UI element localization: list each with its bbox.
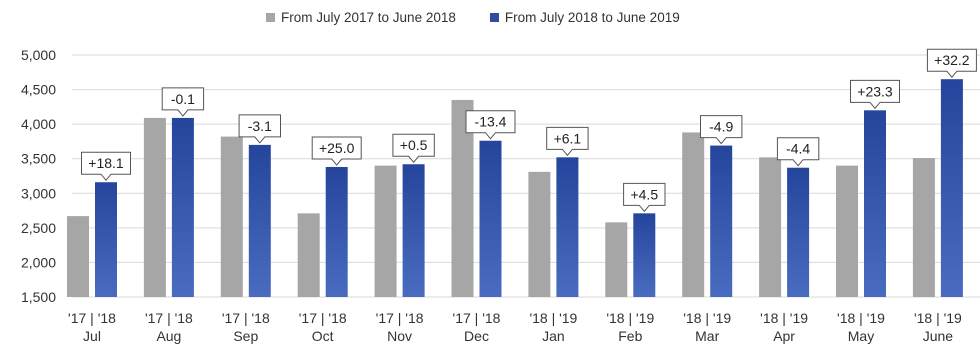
change-callout-box: [161, 87, 205, 117]
x-tick-month-label: Oct: [312, 328, 334, 344]
x-tick-month-label: Nov: [387, 328, 412, 344]
x-tick-year-label: '18 | '19: [683, 310, 731, 326]
bar-series-2: [940, 79, 963, 297]
change-callout-label: -3.1: [248, 118, 272, 134]
change-callout-box: [81, 151, 131, 182]
change-callout-label: +25.0: [319, 140, 355, 156]
bar-series-2: [787, 167, 810, 297]
y-tick-label: 2,000: [21, 254, 56, 270]
bar-series-1: [605, 222, 628, 297]
bar-series-1: [682, 132, 705, 297]
y-tick-label: 3,500: [21, 151, 56, 167]
bar-series-2: [171, 117, 194, 297]
y-tick-label: 4,000: [21, 116, 56, 132]
bar-series-2: [556, 157, 579, 297]
change-callout-box: [926, 48, 977, 78]
legend-label-series-1: From July 2017 to June 2018: [281, 10, 456, 25]
x-tick-month-label: Aug: [156, 328, 181, 344]
change-callout-box: [392, 133, 435, 164]
x-tick-year-label: '18 | '19: [606, 310, 654, 326]
y-tick-label: 2,500: [21, 220, 56, 236]
change-callout-box: [311, 136, 362, 166]
change-callout-box: [623, 182, 666, 213]
bar-series-2: [710, 145, 733, 297]
change-callout-label: -13.4: [475, 114, 507, 130]
x-tick-month-label: Jan: [542, 328, 565, 344]
x-tick-year-label: '17 | '18: [299, 310, 347, 326]
y-tick-label: 3,000: [21, 185, 56, 201]
x-tick-year-label: '17 | '18: [68, 310, 116, 326]
bar-series-1: [220, 136, 243, 297]
bar-series-1: [67, 216, 89, 297]
x-tick-year-label: '18 | '19: [837, 310, 885, 326]
legend-swatch-series-1: [266, 13, 275, 22]
bar-series-2: [248, 144, 271, 297]
y-tick-label: 4,500: [21, 82, 56, 98]
legend-label-series-2: From July 2018 to June 2019: [504, 10, 680, 25]
x-tick-month-label: Sep: [233, 328, 258, 344]
bar-series-2: [325, 167, 348, 297]
x-tick-year-label: '17 | '18: [453, 310, 501, 326]
y-axis-ticks: 1,500 2,000 2,500 3,000 3,500 4,000 4,500 5,000: [21, 47, 56, 305]
y-tick-label: 5,000: [21, 47, 56, 63]
bar-series-2: [479, 140, 502, 297]
change-callouts: +18.1 -0.1 -3.1 +25.0 +0.5 -13.4 +6.1 +4.5 -4.9 -…: [81, 48, 977, 213]
change-callout-label: +6.1: [554, 130, 582, 146]
legend-item-series-1: From July 2017 to June 2018: [266, 10, 456, 25]
x-tick-year-label: '18 | '19: [760, 310, 808, 326]
x-tick-month-label: May: [848, 328, 874, 344]
y-tick-label: 1,500: [21, 289, 56, 305]
bar-series-2: [633, 213, 656, 297]
change-callout-label: -0.1: [171, 91, 195, 107]
change-callout-label: +0.5: [400, 137, 428, 153]
x-tick-year-label: '17 | '18: [145, 310, 193, 326]
x-tick-month-label: Apr: [773, 328, 795, 344]
x-tick-year-label: '18 | '19: [914, 310, 962, 326]
bar-series-1: [912, 158, 935, 297]
legend-item-series-2: From July 2018 to June 2019: [489, 10, 680, 25]
change-callout-label: +23.3: [857, 83, 893, 99]
change-callout-label: +18.1: [88, 155, 124, 171]
x-tick-month-label: Jul: [83, 328, 101, 344]
x-tick-month-label: Feb: [618, 328, 642, 344]
bar-series-1: [451, 99, 474, 297]
change-callout-label: +4.5: [630, 186, 658, 202]
bar-series-2: [864, 110, 886, 297]
bar-series-1: [759, 157, 782, 297]
change-callout-box: [238, 114, 281, 144]
change-callout-label: +32.2: [934, 52, 970, 68]
x-tick-month-label: June: [923, 328, 954, 344]
change-callout-label: -4.9: [709, 119, 733, 135]
x-tick-year-label: '17 | '18: [376, 310, 424, 326]
change-callout-label: -4.4: [786, 141, 810, 157]
bar-series-2: [402, 164, 425, 297]
change-callout-box: [850, 79, 900, 110]
change-callout-box: [776, 137, 820, 167]
chart-legend: From July 2017 to June 2018 From July 20…: [266, 10, 680, 25]
bar-series-1: [528, 171, 551, 297]
bar-series-1: [836, 165, 858, 297]
bar-series-2: [95, 182, 117, 297]
x-tick-month-label: Mar: [695, 328, 719, 344]
change-callout-box: [546, 126, 589, 157]
x-tick-month-label: Dec: [464, 328, 489, 344]
change-callout-box: [465, 110, 516, 140]
change-callout-box: [700, 115, 743, 145]
x-tick-year-label: '17 | '18: [222, 310, 270, 326]
bar-series-1: [297, 213, 320, 297]
bar-series-1: [374, 165, 397, 297]
bar-series-1: [143, 117, 166, 297]
bars: [67, 79, 963, 297]
x-axis-ticks: '17 | '18 Jul '17 | '18 Aug '17 | '18 Sep '17 …: [68, 310, 962, 344]
x-tick-year-label: '18 | '19: [529, 310, 577, 326]
legend-swatch-series-2: [489, 13, 499, 22]
